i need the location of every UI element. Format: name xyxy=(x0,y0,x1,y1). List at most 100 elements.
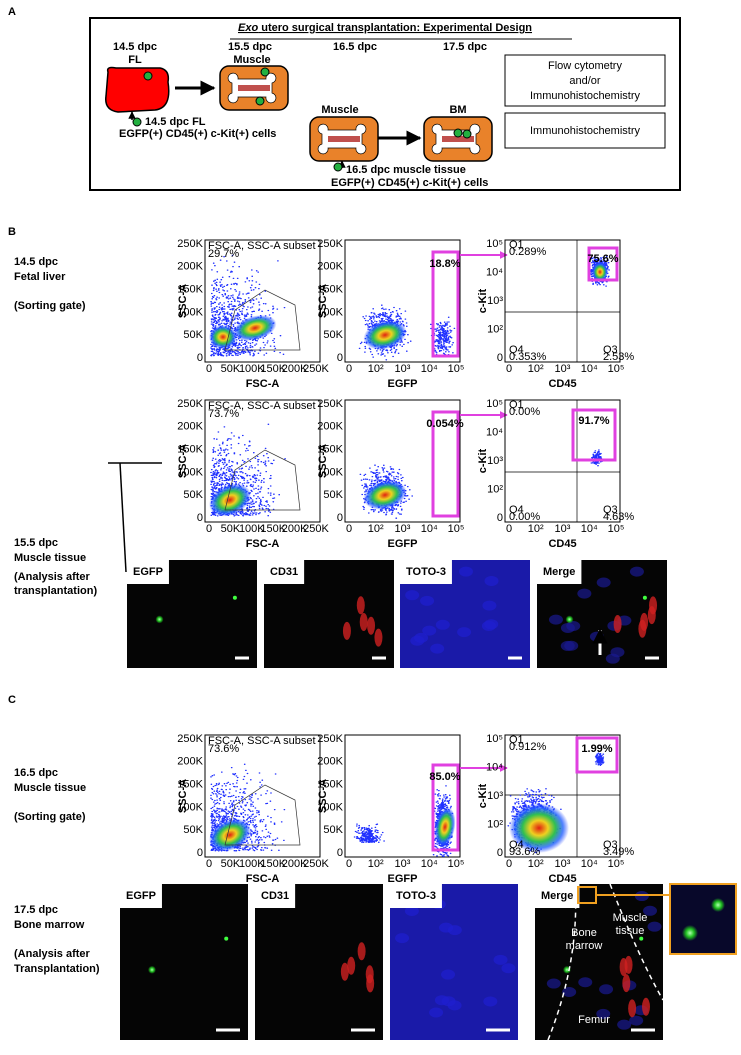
egfp-cell xyxy=(224,936,229,941)
tick-label: 100K xyxy=(317,801,343,813)
nucleus xyxy=(441,969,456,980)
marrow xyxy=(328,136,360,142)
axis-label: FSC-A xyxy=(246,378,280,390)
plot-frame xyxy=(204,399,321,523)
quadrant-name: Q3 xyxy=(603,344,618,356)
vessel xyxy=(374,628,383,647)
tick-label: 10² xyxy=(487,818,503,830)
quadrant-pct: 2.53% xyxy=(603,351,634,363)
cell xyxy=(143,71,153,81)
nucleus xyxy=(484,619,499,630)
tick-label: 200K xyxy=(317,756,343,768)
nucleus xyxy=(420,595,435,606)
tick-label: 0 xyxy=(346,363,352,375)
nucleus xyxy=(647,921,662,932)
gate-outline xyxy=(224,289,301,351)
row-label: Muscle tissue xyxy=(14,552,86,564)
tick-label: 10⁴ xyxy=(421,363,438,375)
event-dots xyxy=(353,823,385,843)
vessel xyxy=(624,955,633,974)
tick-label: 250K xyxy=(303,858,329,870)
nucleus xyxy=(599,984,614,995)
tick-label: 150K xyxy=(260,523,286,535)
axis-label: EGFP xyxy=(388,538,418,550)
panel-label: C xyxy=(8,694,16,706)
vessel xyxy=(357,942,366,961)
plot-frame xyxy=(344,239,461,363)
tick-label: 100K xyxy=(239,523,265,535)
label-box xyxy=(120,884,162,908)
tick-label: 0 xyxy=(497,847,503,859)
tick-label: 50K xyxy=(323,489,343,501)
tick-label: 0 xyxy=(497,512,503,524)
tick-label: 10⁴ xyxy=(421,858,438,870)
stage: 14.5 dpc xyxy=(113,41,157,53)
tick-label: 10⁵ xyxy=(448,523,465,535)
label-box xyxy=(535,884,580,908)
tick-label: 10³ xyxy=(555,363,571,375)
density xyxy=(363,480,407,510)
quadrant-name: Q4 xyxy=(509,344,524,356)
tick-label: 10² xyxy=(528,363,544,375)
method: Immunohistochemistry xyxy=(530,125,641,137)
row-label: 17.5 dpc xyxy=(14,904,58,916)
tick-label: 10⁴ xyxy=(581,363,598,375)
tick-label: 50K xyxy=(323,824,343,836)
tick-label: 250K xyxy=(317,733,343,745)
tissue: Muscle xyxy=(321,104,358,116)
row-label: Fetal liver xyxy=(14,271,66,283)
axis-label: c-Kit xyxy=(477,288,489,313)
tick-label: 0 xyxy=(206,858,212,870)
quadrant-name: Q3 xyxy=(603,504,618,516)
nucleus xyxy=(617,1019,632,1030)
row-label: Bone marrow xyxy=(14,919,85,931)
tick-label: 10⁵ xyxy=(608,363,625,375)
plot-frame xyxy=(504,399,621,523)
vessel xyxy=(356,596,365,615)
tick-label: 10⁴ xyxy=(486,266,503,278)
tissue-boundary xyxy=(609,883,664,1001)
tick-label: 150K xyxy=(177,779,203,791)
axis-label: SSC-A xyxy=(317,779,329,813)
density xyxy=(363,320,407,350)
tick-label: 10² xyxy=(487,483,503,495)
tick-label: 200K xyxy=(177,421,203,433)
tick-label: 10⁴ xyxy=(581,858,598,870)
axis-label: FSC-A xyxy=(246,538,280,550)
tick-label: 150K xyxy=(177,284,203,296)
cell xyxy=(462,129,472,139)
tick-label: 0 xyxy=(346,858,352,870)
nucleus xyxy=(596,1008,611,1019)
nucleus xyxy=(578,977,593,988)
tick-label: 50K xyxy=(183,329,203,341)
egfp-cell xyxy=(148,965,156,974)
axis-label: SSC-A xyxy=(317,284,329,318)
design-title: Exo utero surgical transplantation: Expe… xyxy=(238,22,532,34)
density xyxy=(233,315,277,341)
tick-label: 10³ xyxy=(395,858,411,870)
tick-label: 250K xyxy=(303,523,329,535)
tick-label: 100K xyxy=(239,858,265,870)
quadrant-pct: 4.63% xyxy=(603,511,634,523)
row-label: 15.5 dpc xyxy=(14,537,58,549)
method: Flow cytometry xyxy=(548,60,622,72)
quadrant-name: Q1 xyxy=(509,399,524,411)
nucleus xyxy=(629,566,644,577)
nucleus xyxy=(395,933,410,944)
quadrant-pct: 0.289% xyxy=(509,246,547,258)
vessel xyxy=(622,974,631,993)
tissue: FL xyxy=(128,54,142,66)
row-label: Muscle tissue xyxy=(14,782,86,794)
plot-frame xyxy=(504,734,621,858)
tick-label: 50K xyxy=(183,824,203,836)
plot-frame xyxy=(204,734,321,858)
egfp-cell xyxy=(565,615,574,624)
row-label: 14.5 dpc xyxy=(14,256,58,268)
tick-label: 200K xyxy=(282,363,308,375)
tick-label: 150K xyxy=(317,444,343,456)
nucleus xyxy=(441,996,456,1007)
panel-label: A xyxy=(8,6,16,18)
tick-label: 10³ xyxy=(395,523,411,535)
nucleus xyxy=(560,622,575,633)
